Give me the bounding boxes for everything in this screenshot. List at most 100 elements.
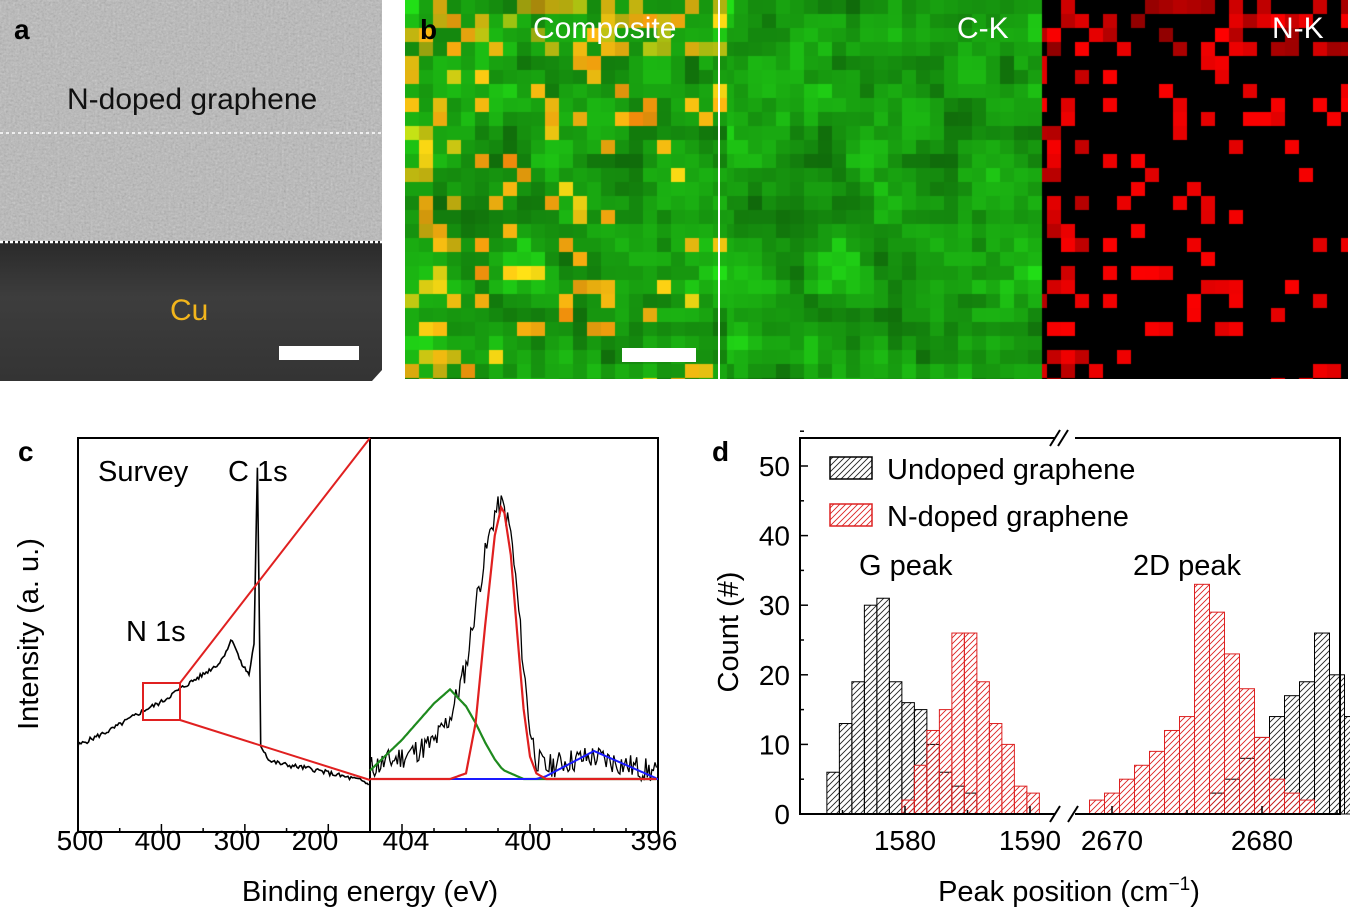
bar-undoped-g (876, 597, 890, 815)
scale-bar-b (622, 348, 696, 362)
y-tick-20: 20 (759, 660, 790, 691)
axis-break-mark-bottom (1067, 805, 1079, 823)
bar-ndoped-2d (1179, 716, 1195, 815)
bar-ndoped-2d (1164, 729, 1180, 815)
raman-histogram-chart: 0 10 20 30 40 50 1580 1590 2670 2680 269… (713, 429, 1350, 908)
bar-ndoped-g (926, 729, 940, 815)
bar-ndoped-g (1026, 792, 1040, 815)
bar-ndoped-g (901, 799, 915, 815)
histogram-x-axis-label: Peak position (cm−1) (938, 874, 1200, 908)
bar-undoped-g (888, 681, 903, 815)
zoom-line-bottom (179, 719, 371, 781)
bar-ndoped-g (1001, 743, 1015, 815)
bar-undoped-2d (1299, 681, 1315, 815)
n-k-map-label: N-K (1272, 12, 1324, 45)
bar-ndoped-g (913, 764, 928, 815)
bar-ndoped-g (963, 632, 978, 815)
n1s-label: N 1s (126, 616, 186, 648)
survey-tick-200: 200 (292, 825, 339, 856)
bar-ndoped-2d (1239, 688, 1255, 815)
x-tick-1580: 1580 (874, 825, 936, 856)
x-tick-2670: 2670 (1081, 825, 1143, 856)
survey-tick-400: 400 (135, 825, 182, 856)
bar-ndoped-g (988, 723, 1003, 815)
legend-ndoped: N-doped graphene (887, 501, 1129, 533)
zoom-line-top (179, 437, 371, 684)
zoom-tick-404: 404 (383, 825, 430, 856)
y-tick-0: 0 (774, 799, 790, 830)
axis-break-mark-top (1057, 429, 1069, 447)
survey-line (77, 467, 370, 786)
legend-swatch-undoped (829, 456, 873, 480)
c-k-map-label: C-K (957, 12, 1009, 45)
bar-ndoped-g (1013, 785, 1028, 815)
y-tick-40: 40 (759, 521, 790, 552)
xps-x-axis-label: Binding energy (eV) (242, 876, 498, 908)
histogram-axes (799, 429, 1341, 823)
scale-bar-a (279, 346, 359, 360)
survey-spectrum (77, 467, 370, 786)
eds-map-canvas (405, 0, 1348, 379)
bar-undoped-g (838, 723, 853, 815)
bar-undoped-g (863, 604, 878, 815)
xps-x-ticks (77, 824, 659, 832)
2d-peak-label: 2D peak (1133, 550, 1242, 582)
bar-ndoped-2d (1119, 778, 1135, 815)
fit-red-line (370, 504, 657, 781)
histogram-y-axis-label: Count (#) (713, 572, 745, 693)
bar-ndoped-2d (1149, 750, 1165, 815)
histogram-bars (826, 583, 1350, 815)
y-tick-10: 10 (759, 729, 790, 760)
zoom-box (142, 682, 181, 721)
bar-ndoped-2d (1224, 653, 1240, 815)
bar-ndoped-2d (1209, 611, 1225, 815)
bar-undoped-g (826, 771, 840, 815)
axis-frame-right (1075, 437, 1341, 815)
bar-ndoped-2d (1284, 792, 1300, 815)
panel-letter-c: c (18, 436, 34, 467)
measured-n1s-line (369, 495, 658, 783)
zoom-tick-400: 400 (505, 825, 552, 856)
bar-undoped-2d (1314, 632, 1330, 815)
map-divider (718, 0, 720, 379)
xps-chart: Survey C 1s N 1s 500 400 300 200 404 400… (13, 437, 678, 908)
survey-tick-500: 500 (57, 825, 104, 856)
n-doped-graphene-label: N-doped graphene (67, 83, 318, 116)
bar-ndoped-2d (1254, 736, 1270, 815)
panel-letter-b: b (420, 14, 438, 45)
bar-ndoped-2d (1194, 583, 1210, 815)
bar-ndoped-g (976, 681, 990, 815)
bar-ndoped-g (938, 709, 953, 815)
g-peak-label: G peak (859, 550, 953, 582)
c1s-label: C 1s (228, 456, 288, 488)
bar-undoped-2d (1329, 674, 1345, 815)
bar-undoped-g (851, 681, 865, 815)
legend-undoped: Undoped graphene (887, 454, 1135, 486)
tem-image-panel: a N-doped graphene Cu (0, 0, 382, 381)
axis-break-mark-top (1049, 429, 1061, 447)
bar-ndoped-2d (1269, 778, 1285, 815)
bar-ndoped-2d (1089, 799, 1105, 815)
bar-ndoped-g (951, 632, 965, 815)
x-tick-1590: 1590 (999, 825, 1061, 856)
panel-letter-a: a (14, 14, 30, 45)
xps-y-axis-label: Intensity (a. u.) (13, 538, 45, 730)
survey-label: Survey (98, 456, 189, 488)
y-tick-50: 50 (759, 451, 790, 482)
bar-ndoped-2d (1134, 764, 1150, 815)
composite-map-label: Composite (533, 12, 677, 45)
panel-letter-d: d (712, 436, 730, 467)
axis-frame-left (799, 437, 1055, 815)
zoom-tick-396: 396 (631, 825, 678, 856)
xps-plot-frame (77, 437, 659, 833)
legend-swatch-ndoped (829, 503, 873, 527)
bar-undoped-g (901, 702, 915, 815)
eds-maps-panel: b Composite C-K N-K (405, 0, 1348, 379)
axis-break-mark-bottom (1049, 805, 1061, 823)
cu-label: Cu (170, 294, 209, 327)
n1s-spectrum (369, 495, 658, 783)
bar-ndoped-2d (1299, 799, 1315, 815)
y-tick-30: 30 (759, 590, 790, 621)
bar-undoped-2d (1344, 716, 1350, 815)
survey-tick-300: 300 (214, 825, 261, 856)
